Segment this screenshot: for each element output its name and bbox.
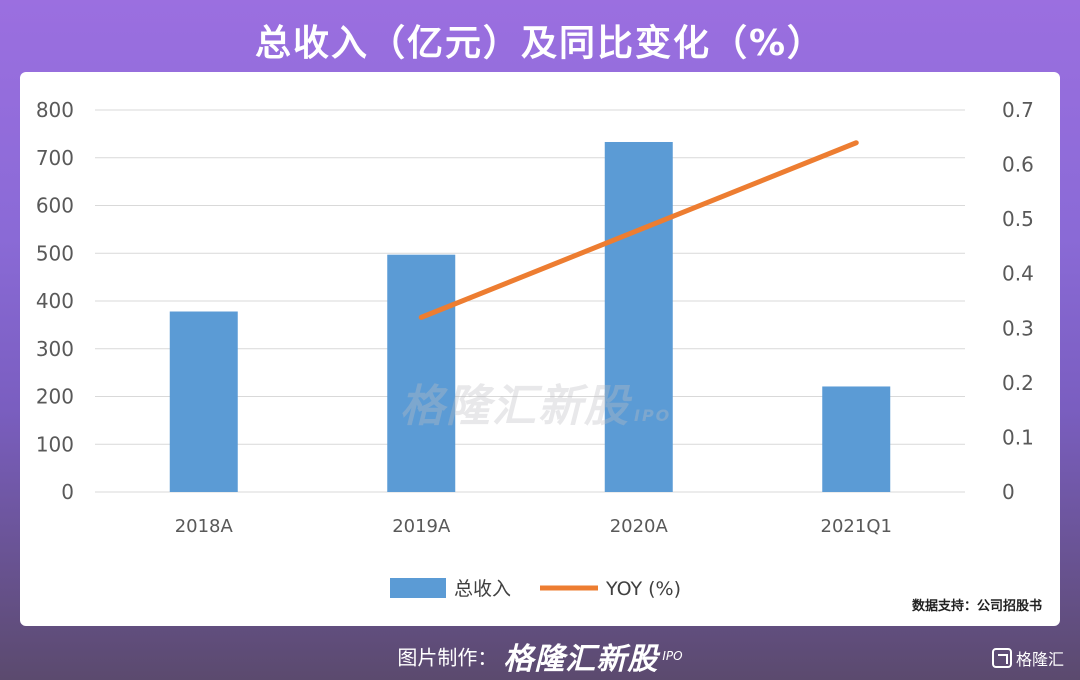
watermark-text: 格隆汇新股 — [400, 381, 630, 432]
x-tick-label: 2018A — [175, 516, 234, 537]
y-right-tick-label: 0.1 — [1002, 425, 1034, 449]
credit-label: 图片制作： — [397, 645, 498, 670]
corner-logo: 格隆汇 — [991, 646, 1064, 670]
y-right-tick-label: 0.6 — [1002, 153, 1034, 177]
y-left-tick-label: 700 — [36, 146, 74, 170]
bar — [822, 386, 891, 492]
logo-text: 格隆汇 — [1015, 650, 1064, 669]
y-left-tick-label: 100 — [36, 432, 74, 456]
footer-brand-suffix: IPO — [662, 649, 683, 663]
chart-panel: 0 100 200 300 400 500 600 700 800 0 0.1 0.2 0.3 0.4 0.… — [20, 72, 1060, 626]
y-left-tick-label: 500 — [36, 241, 74, 265]
combo-chart: 0 100 200 300 400 500 600 700 800 0 0.1 0.2 0.3 0.4 0.… — [36, 98, 1034, 600]
footer-brand: 格隆汇新股 — [503, 642, 659, 677]
bar — [387, 254, 456, 492]
x-tick-label: 2019A — [392, 516, 451, 537]
y-right-tick-label: 0.7 — [1002, 98, 1034, 122]
x-tick-label: 2020A — [610, 516, 669, 537]
x-tick-label: 2021Q1 — [821, 516, 892, 537]
legend-label-line: YOY (%) — [605, 578, 681, 600]
y-left-tick-label: 200 — [36, 385, 74, 409]
watermark-suffix: IPO — [634, 406, 672, 425]
y-right-tick-label: 0.3 — [1002, 316, 1034, 340]
bar — [169, 311, 238, 492]
source-note: 数据支持：公司招股书 — [911, 599, 1042, 614]
y-right-tick-label: 0 — [1002, 480, 1015, 504]
y-right-tick-label: 0.2 — [1002, 371, 1034, 395]
y-left-tick-label: 800 — [36, 98, 74, 122]
logo-icon — [991, 648, 1012, 668]
bar — [604, 141, 673, 492]
chart-title: 总收入（亿元）及同比变化（%） — [254, 23, 826, 64]
y-left-tick-label: 0 — [61, 480, 74, 504]
legend-swatch-bar — [390, 578, 446, 598]
footer: 图片制作： 格隆汇新股 IPO — [0, 634, 1080, 680]
watermark: 格隆汇新股 IPO — [400, 370, 671, 434]
y-right-tick-label: 0.4 — [1002, 262, 1034, 286]
y-left-tick-label: 300 — [36, 337, 74, 361]
y-right-tick-label: 0.5 — [1002, 207, 1034, 231]
y-left-tick-label: 600 — [36, 194, 74, 218]
y-left-tick-label: 400 — [36, 289, 74, 313]
legend-label-bar: 总收入 — [454, 578, 511, 600]
